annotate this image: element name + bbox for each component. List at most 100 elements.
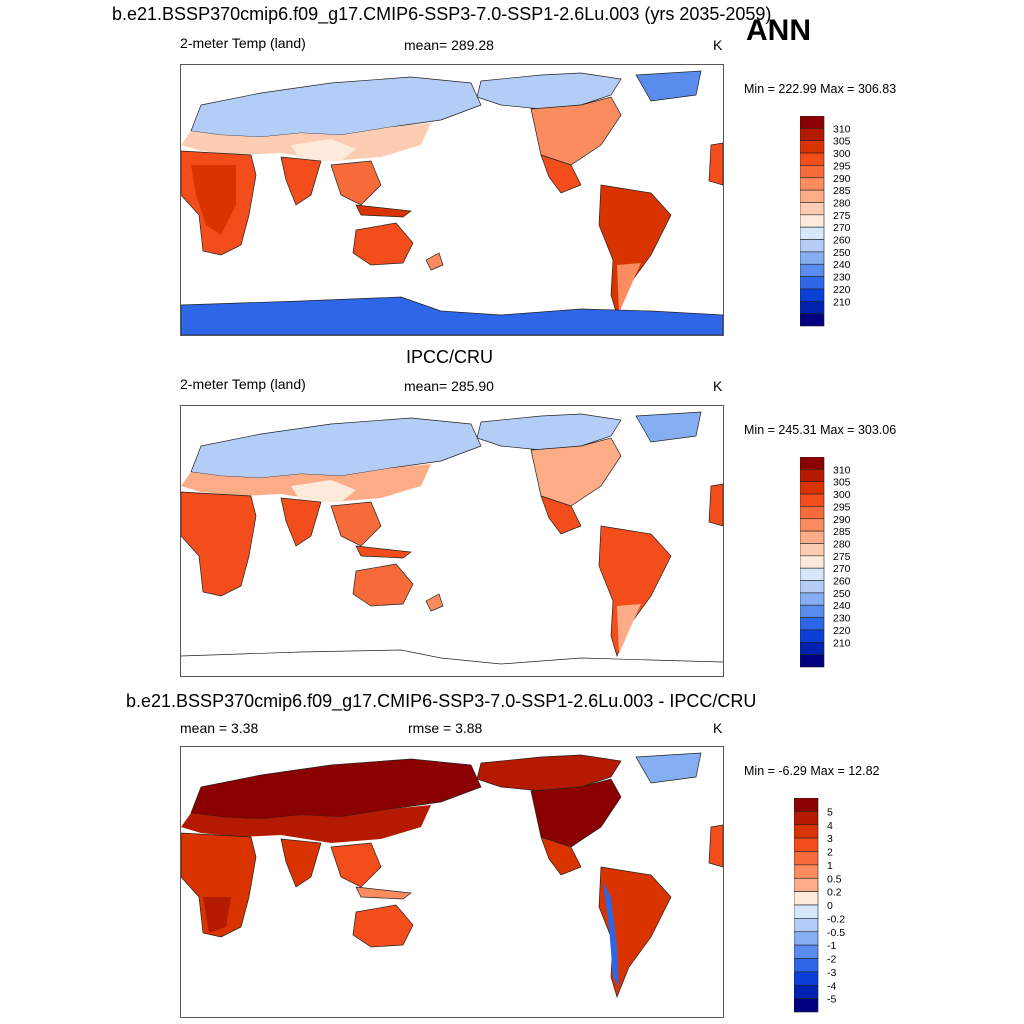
obs-greenland	[635, 411, 702, 443]
diff-colorbar-tick-label: -2	[827, 954, 836, 966]
obs-colorbar-swatch	[800, 617, 825, 631]
obs-colorbar-tick-label: 285	[833, 526, 851, 538]
diff-colorbar-swatch	[794, 877, 819, 892]
model-colorbar-swatch	[800, 165, 825, 179]
obs-india	[280, 497, 322, 547]
model-tibet	[291, 139, 356, 161]
obs-colorbar-tick-label: 240	[833, 600, 851, 612]
obs-colorbar-tick-label: 290	[833, 514, 851, 526]
panel-diff-title: b.e21.BSSP370cmip6.f09_g17.CMIP6-SSP3-7.…	[126, 691, 757, 711]
model-south-america	[598, 184, 672, 317]
model-north-america-south	[540, 154, 582, 194]
model-colorbar-swatch	[800, 263, 825, 277]
panel-model-title: b.e21.BSSP370cmip6.f09_g17.CMIP6-SSP3-7.…	[112, 4, 772, 24]
model-nz	[425, 252, 444, 271]
diff-colorbar-tick-label: 4	[827, 820, 833, 832]
diff-colorbar-tick-label: -5	[827, 994, 836, 1006]
panel-obs-colorbar: 310 305 300 295 290 285 280 275 270 260 250 240 230 2…	[800, 457, 880, 669]
model-colorbar-tick-label: 240	[833, 259, 851, 271]
diff-colorbar-swatch	[794, 824, 819, 839]
model-colorbar-swatch	[800, 313, 825, 327]
diff-colorbar-tick-label: 1	[827, 860, 833, 872]
panel-diff-colorbar-svg: 5 43 210.5 0.20-0.2 -0.5-1 -2-3-4 -5	[794, 798, 845, 1013]
panel-diff-minmax: Min = -6.29 Max = 12.82	[744, 764, 880, 778]
panel-obs-mean-label: mean= 285.90	[404, 378, 494, 394]
model-colorbar-tick-label: 285	[833, 185, 851, 197]
diff-andes	[603, 882, 619, 987]
panel-diff-map-svg	[181, 752, 723, 999]
obs-colorbar-swatch	[800, 469, 825, 483]
diff-colorbar-tick-label: -0.5	[827, 927, 845, 939]
panel-diff-rmse-label: rmse = 3.88	[408, 720, 483, 736]
obs-nz	[425, 593, 444, 612]
model-colorbar-tick-label: 275	[833, 210, 851, 222]
model-colorbar-swatch	[800, 177, 825, 191]
panel-model-map	[180, 64, 724, 336]
model-colorbar-swatch	[800, 152, 825, 166]
obs-antarctica-outline	[181, 649, 723, 665]
obs-tibet	[291, 480, 356, 502]
obs-colorbar-tick-label: 260	[833, 576, 851, 588]
model-south-america-south	[617, 263, 641, 313]
panel-diff-map	[180, 746, 724, 1018]
model-colorbar-swatch	[800, 189, 825, 203]
obs-colorbar-swatch	[800, 506, 825, 520]
model-colorbar-tick-label: 295	[833, 160, 851, 172]
obs-colorbar-tick-label: 305	[833, 477, 851, 489]
obs-colorbar-tick-label: 210	[833, 637, 851, 649]
model-eurasia-north	[190, 76, 482, 138]
obs-colorbar-tick-label: 270	[833, 563, 851, 575]
diff-colorbar-swatch	[794, 944, 819, 959]
diff-africa-south	[203, 897, 231, 933]
model-colorbar-swatch	[800, 214, 825, 228]
model-colorbar-swatch	[800, 300, 825, 314]
obs-south-america	[598, 525, 672, 658]
panel-model-variable-label: 2-meter Temp (land)	[180, 35, 306, 51]
diff-colorbar-tick-label: 3	[827, 833, 833, 845]
diff-colorbar-tick-label: 0.5	[827, 873, 842, 885]
model-colorbar-tick-label: 210	[833, 296, 851, 308]
model-colorbar-tick-label: 310	[833, 123, 851, 135]
panel-diff-units: K	[713, 720, 723, 736]
model-colorbar-tick-label: 290	[833, 173, 851, 185]
diff-australia	[352, 904, 414, 948]
panel-obs-map-svg	[181, 411, 723, 665]
diff-greenland	[635, 752, 702, 784]
model-greenland	[635, 70, 702, 102]
diff-colorbar-tick-label: -3	[827, 967, 836, 979]
model-colorbar-swatch	[800, 226, 825, 240]
diff-colorbar-swatch	[794, 798, 819, 812]
panel-model-colorbar: 310 305 300 295 290 285 280 275 270 260 250 240 230 2…	[800, 116, 880, 328]
model-colorbar-swatch	[800, 140, 825, 154]
diff-colorbar-tick-label: 0.2	[827, 887, 842, 899]
diff-colorbar-tick-label: 5	[827, 806, 833, 818]
diff-colorbar-tick-label: 0	[827, 900, 833, 912]
panel-obs-colorbar-svg: 3103053002952902852802752702602502402302…	[800, 457, 851, 668]
diff-colorbar-swatch	[794, 971, 819, 986]
obs-south-america-south	[617, 604, 641, 654]
obs-colorbar-tick-label: 300	[833, 489, 851, 501]
obs-colorbar-swatch	[800, 604, 825, 618]
diff-colorbar-swatch	[794, 984, 819, 999]
obs-colorbar-swatch	[800, 481, 825, 495]
obs-colorbar-swatch	[800, 592, 825, 606]
diff-colorbar-swatch	[794, 864, 819, 879]
obs-colorbar-tick-label: 250	[833, 588, 851, 600]
model-africa-east-edge	[708, 142, 723, 186]
obs-colorbar-tick-label: 310	[833, 464, 851, 476]
diff-eurasia-mid	[181, 805, 431, 843]
diff-colorbar-tick-label: -0.2	[827, 913, 845, 925]
obs-north-america-north	[476, 413, 622, 451]
diff-colorbar-swatch	[794, 931, 819, 946]
obs-colorbar-tick-label: 275	[833, 551, 851, 563]
model-eurasia-mid	[181, 123, 431, 161]
model-colorbar-swatch	[800, 202, 825, 216]
obs-colorbar-tick-label: 295	[833, 501, 851, 513]
obs-north-america-south	[540, 495, 582, 535]
diff-colorbar-swatch	[794, 837, 819, 852]
diff-colorbar-swatch	[794, 918, 819, 933]
diff-colorbar-tick-label: -4	[827, 980, 836, 992]
obs-colorbar-swatch	[800, 629, 825, 643]
panel-obs-title: IPCC/CRU	[406, 347, 494, 367]
diff-india	[280, 838, 322, 888]
